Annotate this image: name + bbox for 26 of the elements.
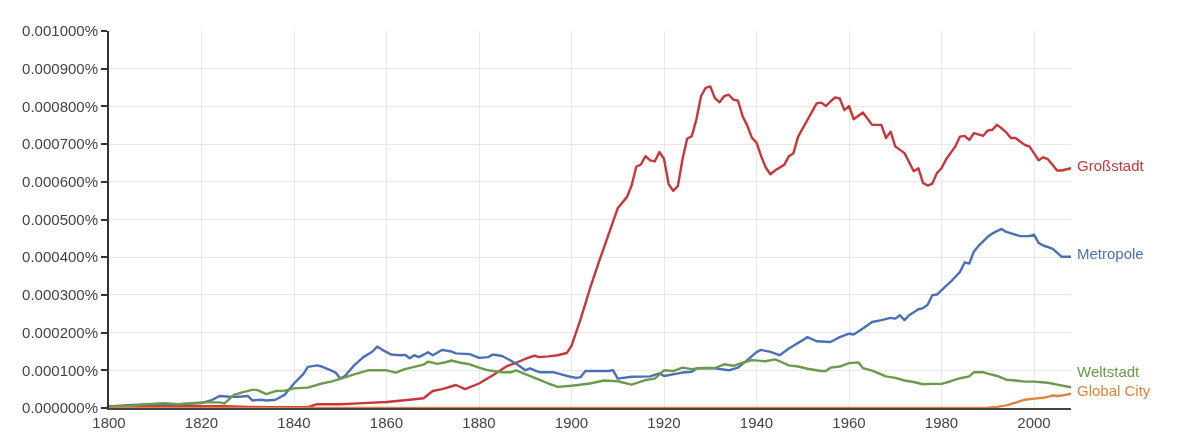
series-label: Metropole	[1077, 245, 1144, 262]
x-tick-label: 1840	[277, 413, 311, 431]
y-tick-label: 0.000600%	[22, 173, 98, 191]
x-tick-label: 1960	[832, 413, 866, 431]
y-tick-label: 0.000500%	[22, 210, 98, 228]
series-label: Großstadt	[1077, 157, 1145, 174]
y-tick-label: 0.000200%	[22, 323, 98, 341]
y-tick-label: 0.001000%	[22, 22, 98, 40]
series-label: Global City	[1077, 382, 1151, 399]
x-tick-label: 1820	[184, 413, 219, 431]
x-tick-label: 1880	[462, 413, 496, 431]
series-label: Weltstadt	[1077, 363, 1141, 380]
x-tick-label: 1920	[647, 413, 681, 431]
x-tick-label: 1980	[924, 413, 959, 431]
y-tick-label: 0.000700%	[22, 135, 98, 153]
line-series	[109, 392, 1071, 408]
x-tick-label: 1940	[739, 413, 774, 431]
y-tick-label: 0.000100%	[22, 361, 98, 379]
y-tick-label: 0.000400%	[22, 248, 98, 266]
y-tick-label: 0.000300%	[22, 286, 98, 304]
x-tick-label: 1900	[554, 413, 589, 431]
line-series	[109, 358, 1071, 408]
y-tick-label: 0.000800%	[22, 97, 98, 115]
x-tick-label: 1860	[369, 413, 404, 431]
y-tick-label: 0.000900%	[22, 59, 98, 77]
x-tick-label: 2000	[1017, 413, 1051, 431]
